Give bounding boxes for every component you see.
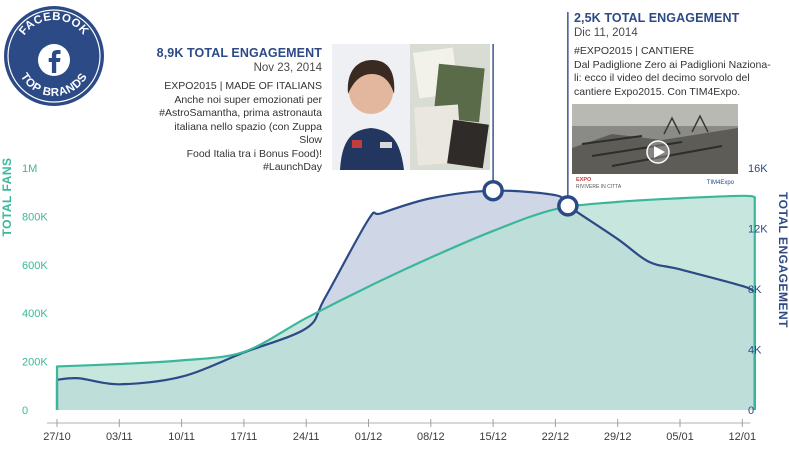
play-icon[interactable] — [646, 140, 670, 164]
callout-text-line: Anche noi super emozionati per — [174, 93, 322, 106]
callout-text-line: Food Italia tra i Bonus Food)! — [186, 147, 322, 160]
callout-peak-engagement: 8,9K TOTAL ENGAGEMENT Nov 23, 2014 EXPO2… — [150, 46, 322, 175]
callout-construction-engagement: 2,5K TOTAL ENGAGEMENT Dic 11, 2014 #EXPO… — [574, 11, 784, 99]
y-left-tick-label: 200K — [22, 357, 48, 369]
y-axis-right-title: TOTAL ENGAGEMENT — [776, 192, 789, 329]
facebook-top-brands-badge: FACEBOOK TOP BRANDS — [4, 6, 104, 106]
callout-text-line: #AstroSamantha, prima astronauta — [159, 107, 322, 119]
astronaut-and-food-packets-photo — [332, 44, 490, 170]
thumbnail-caption-left: RIVIVERE IN CITTA — [576, 184, 622, 190]
x-tick-label: 17/11 — [231, 431, 258, 443]
svg-text:EXPO: EXPO — [576, 177, 592, 183]
callout-text-line: EXPO2015 | MADE OF ITALIANS — [164, 80, 322, 92]
series-line-total-engagement — [55, 189, 756, 410]
x-tick-label: 29/12 — [604, 431, 632, 443]
thumbnail-caption-right: TIM4Expo — [707, 180, 735, 186]
construction-site-video-thumbnail[interactable]: EXPO RIVIVERE IN CITTA TIM4Expo — [572, 104, 738, 190]
y-left-tick-label: 0 — [22, 405, 28, 417]
y-right-tick-label: 12K — [748, 224, 768, 236]
x-tick-label: 12/01 — [729, 431, 757, 443]
highlight-marker — [482, 179, 504, 202]
callout-text-line: Dal Padiglione Zero ai Padiglioni Nazion… — [574, 58, 771, 71]
y-axis-left-title: TOTAL FANS — [0, 157, 14, 237]
callout-text: EXPO2015 | MADE OF ITALIANS Anche noi su… — [150, 80, 322, 175]
callout-date: Nov 23, 2014 — [253, 62, 322, 74]
callout-text: #EXPO2015 | CANTIERE Dal Padiglione Zero… — [574, 45, 784, 99]
x-tick-label: 03/11 — [106, 431, 133, 443]
y-right-tick-label: 4K — [748, 345, 762, 357]
y-left-tick-label: 800K — [22, 211, 48, 223]
x-tick-label: 24/11 — [293, 431, 320, 443]
callout-text-line: #LaunchDay — [263, 161, 322, 173]
x-tick-label: 01/12 — [355, 431, 383, 443]
x-tick-label: 10/11 — [168, 431, 195, 443]
callout-date: Dic 11, 2014 — [574, 27, 638, 39]
callout-headline: 8,9K TOTAL ENGAGEMENT — [156, 46, 322, 60]
y-left-tick-label: 600K — [22, 260, 48, 272]
callout-text-line: cantiere Expo2015. Con TIM4Expo. — [574, 85, 741, 98]
callout-text-line: li: ecco il video del decimo sorvolo del — [574, 72, 750, 84]
x-tick-label: 15/12 — [479, 431, 507, 443]
x-tick-label: 22/12 — [542, 431, 570, 443]
y-left-tick-label: 400K — [22, 308, 48, 320]
callout-headline: 2,5K TOTAL ENGAGEMENT — [574, 11, 740, 25]
x-tick-label: 05/01 — [666, 431, 694, 443]
facebook-f-icon — [38, 44, 70, 76]
series-line-total-fans — [55, 194, 756, 410]
y-right-tick-label: 0 — [748, 405, 754, 417]
x-tick-label: 08/12 — [417, 431, 445, 443]
y-right-tick-label: 16K — [748, 163, 768, 175]
callout-text-line: #EXPO2015 | CANTIERE — [574, 45, 695, 57]
callout-text-line: italiana nello spazio (con Zuppa Slow — [174, 120, 322, 147]
highlight-marker — [557, 195, 579, 217]
y-left-tick-label: 1M — [22, 163, 37, 175]
x-tick-label: 27/10 — [43, 431, 71, 443]
y-right-tick-label: 8K — [748, 284, 762, 296]
